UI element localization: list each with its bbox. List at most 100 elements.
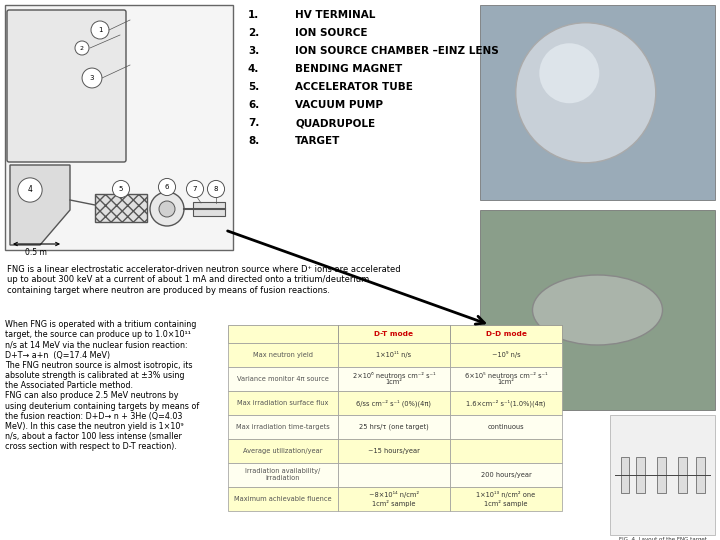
Bar	[338, 391, 450, 415]
Text: 0.5 m: 0.5 m	[25, 248, 47, 257]
Text: ~10⁹ n/s: ~10⁹ n/s	[492, 352, 521, 359]
Text: Average utilization/year: Average utilization/year	[243, 448, 323, 454]
Bar	[450, 439, 562, 463]
Bar	[338, 463, 450, 487]
Polygon shape	[10, 165, 70, 245]
Bar	[338, 325, 450, 343]
Text: Max neutron yield: Max neutron yield	[253, 352, 313, 358]
Text: 3.: 3.	[248, 46, 259, 56]
Bar	[450, 415, 562, 439]
Text: ION SOURCE CHAMBER –EINZ LENS: ION SOURCE CHAMBER –EINZ LENS	[295, 46, 499, 56]
Text: 8.: 8.	[248, 136, 259, 146]
Text: 4: 4	[27, 186, 32, 194]
Text: ION SOURCE: ION SOURCE	[295, 28, 367, 38]
Bar	[228, 463, 338, 487]
Text: BENDING MAGNET: BENDING MAGNET	[295, 64, 402, 74]
Text: 1.: 1.	[248, 10, 259, 20]
Text: cross section with respect to D-T reaction).: cross section with respect to D-T reacti…	[5, 442, 177, 451]
Bar	[450, 463, 562, 487]
Text: 25 hrs/τ (one target): 25 hrs/τ (one target)	[359, 424, 429, 430]
Bar	[338, 439, 450, 463]
FancyBboxPatch shape	[7, 10, 126, 162]
Text: ~15 hours/year: ~15 hours/year	[368, 448, 420, 454]
Bar	[696, 457, 704, 493]
Circle shape	[539, 43, 599, 103]
Bar	[228, 415, 338, 439]
Bar	[450, 325, 562, 343]
Text: Irradiation availability/
irradiation: Irradiation availability/ irradiation	[246, 469, 320, 482]
Text: FNG is a linear electrostatic accelerator-driven neutron source where D⁺ ions ar: FNG is a linear electrostatic accelerato…	[7, 265, 400, 295]
Bar	[450, 391, 562, 415]
Text: D+T→ a+n  (Q=17.4 MeV): D+T→ a+n (Q=17.4 MeV)	[5, 350, 110, 360]
Text: using deuterium containing targets by means of: using deuterium containing targets by me…	[5, 402, 199, 410]
Text: 2: 2	[80, 45, 84, 51]
Circle shape	[91, 21, 109, 39]
Circle shape	[159, 201, 175, 217]
Bar	[621, 457, 629, 493]
Bar	[228, 439, 338, 463]
Ellipse shape	[533, 275, 662, 345]
Text: 200 hours/year: 200 hours/year	[481, 472, 531, 478]
Text: VACUUM PUMP: VACUUM PUMP	[295, 100, 383, 110]
Text: 1: 1	[98, 27, 102, 33]
Text: 2.: 2.	[248, 28, 259, 38]
Bar	[5, 5, 233, 250]
Text: 6/ss cm⁻² s⁻¹ (0%)(4π): 6/ss cm⁻² s⁻¹ (0%)(4π)	[356, 399, 431, 407]
Text: 1.6×cm⁻² s⁻¹(1.0%)(4π): 1.6×cm⁻² s⁻¹(1.0%)(4π)	[467, 399, 546, 407]
Text: 6: 6	[165, 184, 169, 190]
Text: Maximum achievable fluence: Maximum achievable fluence	[234, 496, 332, 502]
Text: ~8×10¹⁴ n/cm²
1cm² sample: ~8×10¹⁴ n/cm² 1cm² sample	[369, 491, 419, 507]
Text: the fusion reaction: D+D→ n + 3He (Q=4.03: the fusion reaction: D+D→ n + 3He (Q=4.0…	[5, 412, 182, 421]
Bar	[480, 210, 715, 410]
Bar	[450, 343, 562, 367]
Text: the Associated Particle method.: the Associated Particle method.	[5, 381, 133, 390]
Text: D-T mode: D-T mode	[374, 331, 413, 337]
Bar	[678, 457, 687, 493]
Text: The FNG neutron source is almost isotropic, its: The FNG neutron source is almost isotrop…	[5, 361, 192, 370]
Circle shape	[150, 192, 184, 226]
Text: When FNG is operated with a tritium containing: When FNG is operated with a tritium cont…	[5, 320, 197, 329]
Bar	[450, 487, 562, 511]
Text: FIG. 4. Layout of the FNG target assembly and SSD position inside the beam tube.: FIG. 4. Layout of the FNG target assembl…	[611, 537, 714, 540]
Bar	[657, 457, 666, 493]
Text: 8: 8	[214, 186, 218, 192]
Text: 6×10⁵ neutrons cm⁻² s⁻¹
1cm²: 6×10⁵ neutrons cm⁻² s⁻¹ 1cm²	[464, 373, 547, 386]
Text: ACCELERATOR TUBE: ACCELERATOR TUBE	[295, 82, 413, 92]
Text: target, the source can produce up to 1.0×10¹¹: target, the source can produce up to 1.0…	[5, 330, 191, 339]
Bar	[636, 457, 644, 493]
Text: 2×10⁶ neutrons cm⁻² s⁻¹
1cm²: 2×10⁶ neutrons cm⁻² s⁻¹ 1cm²	[353, 373, 436, 386]
Circle shape	[75, 41, 89, 55]
Text: 6.: 6.	[248, 100, 259, 110]
Text: continuous: continuous	[487, 424, 524, 430]
Circle shape	[516, 23, 656, 163]
Text: 1×10¹³ n/cm² one
1cm² sample: 1×10¹³ n/cm² one 1cm² sample	[477, 491, 536, 507]
Bar	[610, 415, 715, 535]
Bar	[95, 194, 147, 222]
Bar	[228, 343, 338, 367]
Text: 3: 3	[90, 75, 94, 81]
Text: 4.: 4.	[248, 64, 259, 74]
Text: n/s at 14 MeV via the nuclear fusion reaction:: n/s at 14 MeV via the nuclear fusion rea…	[5, 340, 188, 349]
Text: TARGET: TARGET	[295, 136, 341, 146]
Bar	[228, 367, 338, 391]
Bar	[338, 415, 450, 439]
Bar	[193, 202, 225, 216]
Text: 1×10¹¹ n/s: 1×10¹¹ n/s	[377, 352, 412, 359]
Text: 5.: 5.	[248, 82, 259, 92]
Text: Max irradiation surface flux: Max irradiation surface flux	[238, 400, 329, 406]
Bar	[228, 325, 338, 343]
Text: Variance monitor 4π source: Variance monitor 4π source	[237, 376, 329, 382]
Bar	[338, 367, 450, 391]
Text: HV TERMINAL: HV TERMINAL	[295, 10, 375, 20]
Text: FNG can also produce 2.5 MeV neutrons by: FNG can also produce 2.5 MeV neutrons by	[5, 392, 179, 400]
Text: 5: 5	[119, 186, 123, 192]
Text: QUADRUPOLE: QUADRUPOLE	[295, 118, 375, 128]
Bar	[338, 487, 450, 511]
Text: absolute strength is calibrated at ±3% using: absolute strength is calibrated at ±3% u…	[5, 371, 184, 380]
Bar	[228, 391, 338, 415]
Bar	[338, 343, 450, 367]
Text: Max irradiation time-targets: Max irradiation time-targets	[236, 424, 330, 430]
Bar	[450, 367, 562, 391]
Bar	[480, 5, 715, 200]
Bar	[228, 487, 338, 511]
